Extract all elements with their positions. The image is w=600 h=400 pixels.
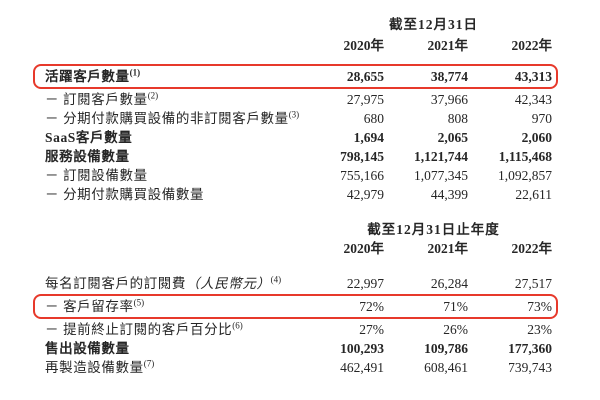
footnote-marker: (5) [133, 297, 145, 308]
metric-value: 23% [527, 322, 552, 337]
row-label: 活躍客戶數量(1) [45, 67, 141, 84]
metric-value: 100,293 [340, 341, 384, 356]
year-column-header: 2022年 [511, 38, 553, 53]
metrics-table-subscription: 截至12月31日止年度 2020年 2021年 2022年 每名訂閱客戶的訂閱費（人… [0, 223, 600, 377]
table-row: － 分期付款購買設備的非訂閱客戶數量(3) 680 808 970 [45, 109, 552, 128]
footnote-marker: (4) [270, 274, 282, 285]
year-column-header: 2020年 [343, 241, 385, 256]
footnote-marker: (6) [232, 320, 243, 331]
metric-value: 42,343 [514, 92, 552, 107]
metric-value: 22,997 [346, 276, 384, 291]
table-row: － 客戶留存率(5) 72% 71% 73% [33, 294, 558, 319]
metric-value: 27,517 [514, 276, 552, 291]
period-header: 截至12月31日止年度 [367, 222, 500, 237]
metric-value: 755,166 [340, 168, 384, 183]
metric-value: 73% [527, 299, 552, 314]
metric-value: 798,145 [340, 149, 384, 164]
year-column-header: 2021年 [427, 241, 469, 256]
table-row: － 提前終止訂閱的客戶百分比(6) 27% 26% 23% [45, 320, 552, 339]
row-label: － 分期付款購買設備數量 [45, 187, 205, 202]
metric-value: 27% [359, 322, 384, 337]
table-row: － 訂閱設備數量 755,166 1,077,345 1,092,857 [45, 166, 552, 185]
row-label: － 提前終止訂閱的客戶百分比(6) [45, 320, 243, 337]
metric-value: 177,360 [508, 341, 552, 356]
footnote-marker: (3) [288, 109, 300, 120]
metric-value: 808 [447, 111, 468, 126]
year-header-row: 2020年 2021年 2022年 [45, 38, 553, 53]
footnote-marker: (1) [129, 67, 141, 78]
table-row: 服務設備數量 798,145 1,121,744 1,115,468 [45, 147, 552, 166]
metric-value: 680 [363, 111, 384, 126]
metric-value: 22,611 [515, 187, 552, 202]
table-row: 活躍客戶數量(1) 28,655 38,774 43,313 [33, 64, 558, 89]
metric-value: 28,655 [346, 69, 384, 84]
metric-value: 38,774 [430, 69, 468, 84]
metric-value: 739,743 [508, 360, 552, 375]
row-label: － 訂閱設備數量 [45, 168, 148, 183]
table-row: 每名訂閱客戶的訂閱費（人民幣元）(4) 22,997 26,284 27,517 [45, 274, 552, 293]
row-label: 每名訂閱客戶的訂閱費（人民幣元）(4) [45, 274, 282, 291]
metric-value: 1,121,744 [414, 149, 468, 164]
metric-value: 27,975 [346, 92, 384, 107]
table-rows: 每名訂閱客戶的訂閱費（人民幣元）(4) 22,997 26,284 27,517 － 客… [33, 274, 558, 377]
metric-value: 109,786 [424, 341, 468, 356]
row-label: 再製造設備數量(7) [45, 358, 155, 375]
table-row: 售出設備數量 100,293 109,786 177,360 [45, 339, 552, 358]
period-header: 截至12月31日 [389, 17, 478, 32]
metric-value: 2,065 [437, 130, 468, 145]
metric-value: 44,399 [430, 187, 468, 202]
metric-value: 43,313 [514, 69, 552, 84]
metric-value: 71% [443, 299, 468, 314]
metric-value: 26% [443, 322, 468, 337]
year-column-header: 2021年 [427, 38, 469, 53]
metric-value: 42,979 [346, 187, 384, 202]
metric-value: 1,694 [353, 130, 384, 145]
metric-value: 1,115,468 [498, 149, 552, 164]
metrics-table-customers: 截至12月31日 2020年 2021年 2022年 活躍客戶數量(1) 28,655… [0, 18, 600, 204]
year-header-row: 2020年 2021年 2022年 [45, 241, 553, 256]
table-row: － 訂閱客戶數量(2) 27,975 37,966 42,343 [45, 90, 552, 109]
row-label: － 訂閱客戶數量(2) [45, 90, 159, 107]
row-label: 服務設備數量 [45, 149, 130, 164]
row-label: 售出設備數量 [45, 341, 130, 356]
year-column-header: 2022年 [511, 241, 553, 256]
metric-value: 26,284 [430, 276, 468, 291]
row-label: － 客戶留存率(5) [45, 297, 145, 314]
metric-value: 37,966 [430, 92, 468, 107]
year-column-header: 2020年 [343, 38, 385, 53]
table-row: － 分期付款購買設備數量 42,979 44,399 22,611 [45, 185, 552, 204]
row-label: － 分期付款購買設備的非訂閱客戶數量(3) [45, 109, 300, 126]
table-row: 再製造設備數量(7) 462,491 608,461 739,743 [45, 358, 552, 377]
row-label: SaaS客戶數量 [45, 130, 133, 145]
metric-value: 462,491 [340, 360, 384, 375]
footnote-marker: (7) [143, 358, 155, 369]
metric-value: 72% [359, 299, 384, 314]
metric-value: 608,461 [424, 360, 468, 375]
metric-value: 1,077,345 [414, 168, 468, 183]
footnote-marker: (2) [147, 90, 159, 101]
table-rows: 活躍客戶數量(1) 28,655 38,774 43,313 － 訂閱客戶數量(2) 27… [33, 64, 558, 204]
metric-value: 1,092,857 [498, 168, 552, 183]
metric-value: 2,060 [521, 130, 552, 145]
table-row: SaaS客戶數量 1,694 2,065 2,060 [45, 128, 552, 147]
row-label-italic: （人民幣元） [186, 276, 271, 291]
metric-value: 970 [531, 111, 552, 126]
